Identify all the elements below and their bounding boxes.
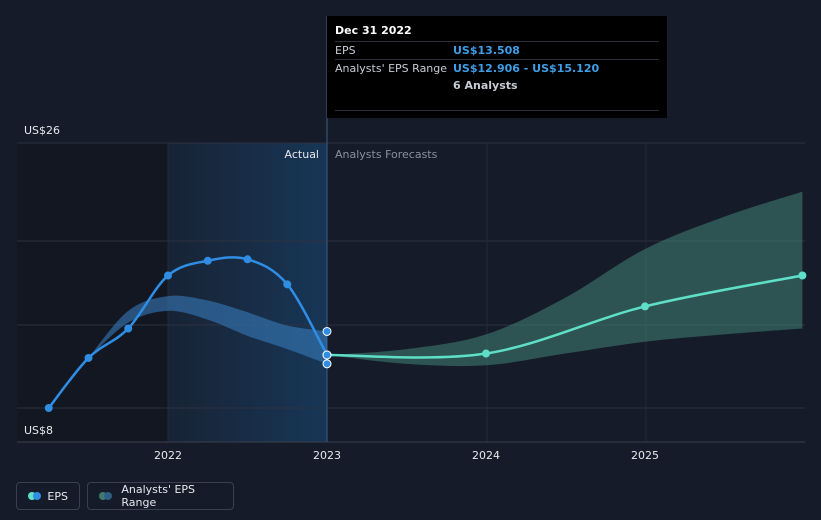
legend-item-eps-range[interactable]: Analysts' EPS Range [87,482,234,510]
eps-range-band-actual [88,295,327,364]
actual-region-shade [17,143,168,442]
eps-point [124,324,133,333]
tooltip-row-analysts: 6 Analysts [335,77,659,94]
eps-point [203,256,212,265]
eps-point [164,271,172,280]
x-tick-label-2022: 2022 [154,449,182,462]
tooltip-eps-value: US$13.508 [453,44,520,57]
eps-range-legend-icon [99,492,113,500]
actual-region-highlight [168,143,327,442]
x-tick-label-2023: 2023 [313,449,341,462]
range-forecast-swatch [99,492,107,500]
tooltip-analyst-count: 6 Analysts [453,79,518,92]
tooltip-row-eps: EPS US$13.508 [335,41,659,59]
legend-item-eps[interactable]: EPS [16,482,80,510]
eps-point [243,255,252,264]
x-tick-label-2025: 2025 [631,449,659,462]
x-tick-label-2024: 2024 [472,449,500,462]
eps-point [84,353,93,362]
range-high-marker [322,326,332,336]
tooltip-eps-label: EPS [335,44,356,57]
eps-actual-swatch [33,492,41,500]
range-low-marker [322,359,332,369]
y-axis-max-label: US$26 [24,124,60,137]
eps-forecast-point [798,271,807,280]
eps-hover-marker [322,350,332,360]
tooltip-date: Dec 31 2022 [335,24,412,37]
range-actual-swatch [104,492,112,500]
legend-label-eps: EPS [47,489,68,503]
tooltip-range-value: US$12.906 - US$15.120 [453,62,600,75]
actual-region-label: Actual [285,148,319,161]
eps-forecast-swatch [28,492,36,500]
eps-point [283,280,292,289]
eps-legend-icon [28,492,41,500]
legend-label-eps-range: Analysts' EPS Range [121,483,196,509]
tooltip-divider [335,110,659,111]
forecast-region-label: Analysts Forecasts [335,148,438,161]
eps-range-band-forecast [327,191,803,367]
eps-forecast-line [326,274,803,359]
tooltip-range-label: Analysts' EPS Range [335,62,448,75]
eps-point [44,404,53,412]
eps-forecast-point [482,349,490,358]
y-axis-min-label: US$8 [24,424,53,437]
tooltip-row-range: Analysts' EPS Range US$12.906 - US$15.12… [335,59,659,77]
eps-forecast-point [641,302,649,311]
hover-tooltip: Dec 31 2022 EPS US$13.508 Analysts' EPS … [327,16,667,118]
